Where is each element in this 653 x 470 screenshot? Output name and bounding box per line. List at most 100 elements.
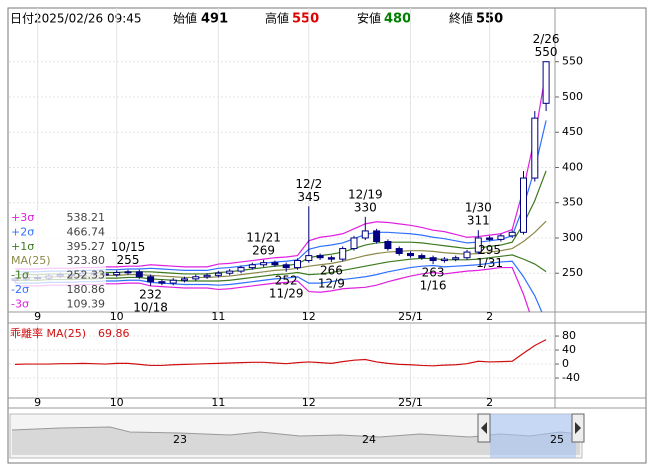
annotation-date: 11/21 — [246, 230, 281, 244]
annotation-value: 345 — [297, 190, 320, 204]
candle-body — [339, 248, 347, 260]
panel-title: 乖離率 MA(25) — [10, 326, 86, 340]
annotation-value: 311 — [467, 214, 490, 228]
annotation-date: 11/29 — [269, 286, 304, 300]
candle-body — [124, 271, 132, 274]
y-tick-label: 500 — [562, 90, 583, 103]
header-low: 480 — [384, 12, 411, 27]
header-label: 終値 — [449, 11, 473, 26]
annotation-value: 252 — [275, 273, 298, 287]
candle-body — [248, 264, 256, 269]
navigator-label: 25 — [550, 433, 564, 446]
annotation-date: 12/9 — [318, 276, 345, 290]
annotation-date: 10/15 — [111, 240, 146, 254]
candle-body — [260, 262, 268, 266]
candle-body — [147, 276, 155, 283]
x-tick-label: 12 — [302, 396, 316, 409]
candle-body — [486, 237, 494, 240]
deviation-line — [14, 339, 547, 367]
candle-body — [531, 117, 539, 179]
legend-value: 395.27 — [67, 240, 106, 253]
annotation-date: 1/16 — [420, 279, 447, 293]
y-tick-label: -40 — [562, 371, 580, 384]
handle-arrow — [575, 422, 581, 434]
candle-body — [497, 235, 505, 240]
header-label: 日付 — [10, 12, 34, 26]
annotation-date: 2/26 — [533, 32, 560, 46]
candle-body — [474, 237, 482, 253]
annotation-value: 263 — [422, 266, 445, 280]
candle-body — [407, 252, 414, 257]
candle-body — [158, 281, 166, 284]
header-high: 550 — [292, 12, 319, 27]
legend-name: +2σ — [11, 225, 34, 238]
legend-value: 109.39 — [67, 297, 106, 310]
y-tick-label: 450 — [562, 125, 583, 138]
frame — [7, 7, 647, 464]
annotation-date: 12/2 — [295, 177, 322, 191]
candle-body — [282, 264, 290, 269]
candle-body — [271, 262, 279, 266]
annotation-date: 12/19 — [348, 187, 383, 201]
y-tick-label: 40 — [562, 343, 576, 356]
plot — [11, 61, 550, 312]
candle-body — [294, 260, 301, 269]
x-tick-label: 2 — [486, 396, 493, 409]
header-label: 始値 — [173, 11, 197, 26]
y-tick-label: 400 — [562, 160, 583, 173]
x-tick-label: 11 — [211, 396, 225, 409]
candle-body — [237, 267, 245, 272]
x-tick-label: 9 — [34, 310, 41, 323]
y-tick-label: 550 — [562, 55, 583, 68]
legend-name: MA(25) — [11, 254, 51, 267]
candle-body — [520, 177, 527, 233]
legend-name: -2σ — [11, 283, 29, 296]
legend-value: 180.86 — [67, 283, 106, 296]
header-open: 491 — [201, 12, 228, 27]
header-label: 安値 — [357, 11, 381, 26]
candle-body — [463, 251, 471, 259]
legend-name: -1σ — [11, 269, 29, 282]
legend-value: 538.21 — [67, 211, 106, 224]
annotation-value: 550 — [535, 45, 558, 59]
annotation-date: 1/30 — [465, 201, 492, 215]
legend-value: 252.33 — [67, 269, 106, 282]
candle-body — [327, 257, 335, 260]
candle-body — [113, 272, 121, 276]
navigator-label: 24 — [362, 433, 376, 446]
navigator-selection[interactable] — [490, 414, 576, 458]
candle-body — [169, 279, 177, 284]
x-tick-label: 2 — [486, 310, 493, 323]
candle-body — [508, 231, 516, 237]
navigator-area — [12, 427, 580, 455]
handle-arrow — [481, 422, 487, 434]
x-tick-label: 25/1 — [398, 396, 423, 409]
x-tick-label: 12 — [302, 310, 316, 323]
y-tick-label: 80 — [562, 329, 576, 342]
y-tick-label: 0 — [562, 357, 569, 370]
legend-box — [9, 211, 106, 311]
plot — [14, 339, 547, 367]
candle-body — [373, 230, 381, 243]
navigator-label: 23 — [173, 433, 187, 446]
candle-body — [316, 255, 324, 259]
candle-body — [418, 255, 426, 259]
candle-body — [192, 276, 200, 280]
x-tick-label: 10 — [110, 310, 124, 323]
panel-value: 69.86 — [98, 327, 130, 340]
candle-body — [440, 258, 448, 262]
legend-name: -3σ — [11, 297, 29, 310]
candle-body — [214, 272, 222, 276]
annotation-value: 295 — [478, 243, 501, 257]
candle-body — [429, 257, 437, 262]
annotation-value: 255 — [117, 253, 140, 267]
legend-value: 466.74 — [67, 225, 106, 238]
legend: +3σ 538.21 +2σ 466.74 +1σ 395.27 MA(25) 323.80 -… — [9, 211, 106, 311]
x-tick-label: 25/1 — [398, 310, 423, 323]
annotation-date: 10/18 — [133, 300, 168, 314]
candle-body — [542, 61, 550, 104]
y-tick-label: 300 — [562, 231, 583, 244]
legend-value: 323.80 — [67, 254, 106, 267]
candle-body — [452, 257, 460, 260]
